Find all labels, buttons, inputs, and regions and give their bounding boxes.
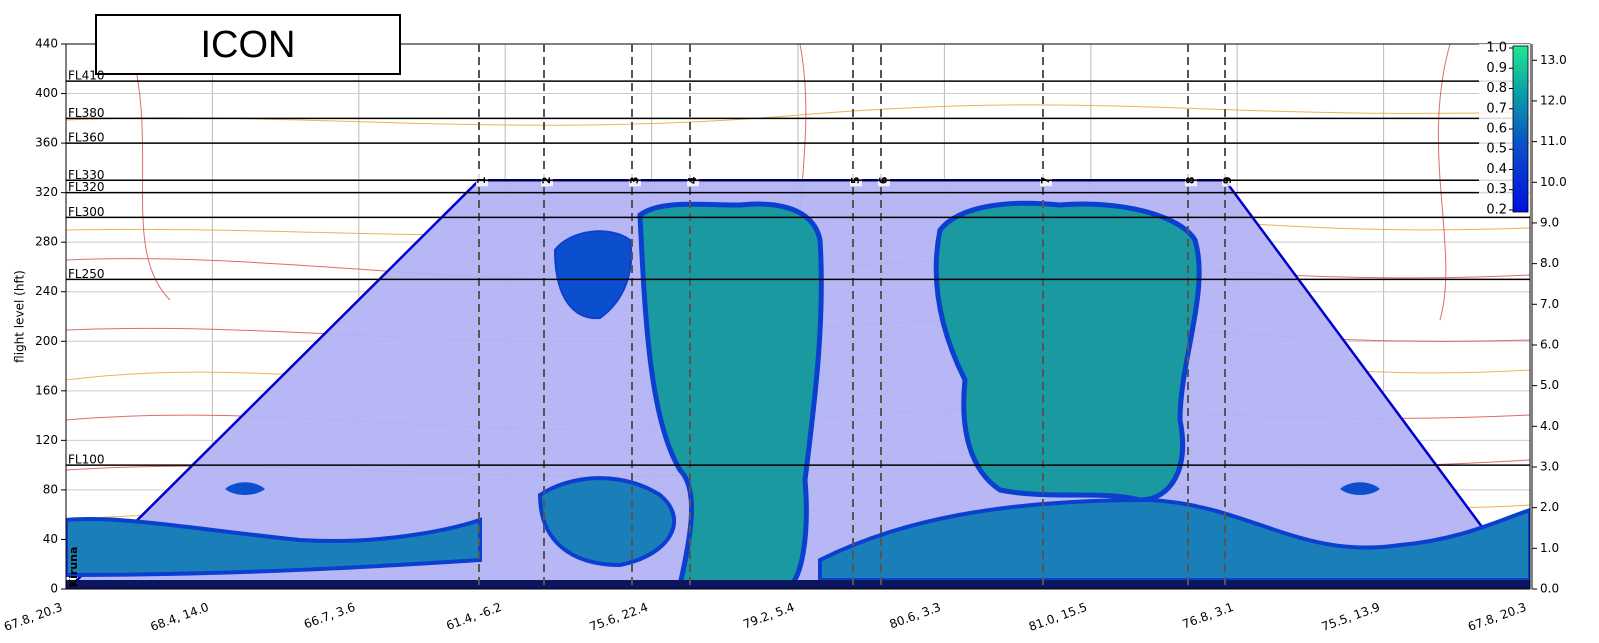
flight-level-label: FL320 bbox=[68, 180, 105, 194]
x-tick-label: 66.7, 3.6 bbox=[302, 600, 357, 631]
y2-tick-label: 5.0 bbox=[1540, 378, 1559, 392]
x-tick-label: 79.2, 5.4 bbox=[741, 600, 796, 631]
flight-level-label: FL100 bbox=[68, 453, 105, 467]
y-tick-label: 320 bbox=[35, 185, 58, 199]
colorbar-tick-label: 0.2 bbox=[1486, 202, 1507, 217]
colorbar-tick-label: 0.9 bbox=[1486, 61, 1507, 76]
flight-level-label: FL250 bbox=[68, 267, 105, 281]
y2-tick-label: 9.0 bbox=[1540, 215, 1559, 229]
y2-tick-label: 12.0 bbox=[1540, 93, 1567, 107]
y-tick-label: 120 bbox=[35, 433, 58, 447]
x-tick-label: 67.8, 20.3 bbox=[1466, 600, 1528, 634]
x-tick-label: 61.4, -6.2 bbox=[444, 600, 503, 633]
waypoint-label-bg bbox=[1185, 172, 1197, 187]
colorbar-tick-label: 0.3 bbox=[1486, 182, 1507, 197]
colorbar-tick-label: 0.7 bbox=[1486, 101, 1507, 116]
y-tick-label: 400 bbox=[35, 86, 58, 100]
x-tick-label: 80.6, 3.3 bbox=[888, 600, 943, 631]
y2-tick-label: 6.0 bbox=[1540, 337, 1559, 351]
origin-label: Kiruna bbox=[67, 547, 80, 588]
flight-level-label: FL360 bbox=[68, 131, 105, 145]
colorbar-tick-label: 0.6 bbox=[1486, 122, 1507, 137]
waypoint-label-bg bbox=[1222, 172, 1234, 187]
y-tick-label: 360 bbox=[35, 136, 58, 150]
y2-tick-label: 8.0 bbox=[1540, 256, 1559, 270]
x-tick-label: 68.4, 14.0 bbox=[148, 600, 210, 634]
x-tick-label: 67.8, 20.3 bbox=[2, 600, 64, 634]
y2-tick-label: 10.0 bbox=[1540, 175, 1567, 189]
x-tick-label: 75.5, 13.9 bbox=[1320, 600, 1382, 634]
y-tick-label: 160 bbox=[35, 383, 58, 397]
colorbar-tick-label: 0.4 bbox=[1486, 162, 1507, 177]
y2-tick-label: 1.0 bbox=[1540, 541, 1559, 555]
y-tick-label: 40 bbox=[43, 532, 58, 546]
waypoint-label-bg bbox=[687, 172, 699, 187]
clouds bbox=[66, 200, 1530, 589]
flight-level-label: FL380 bbox=[68, 106, 105, 120]
y2-tick-label: 11.0 bbox=[1540, 134, 1567, 148]
y-tick-label: 440 bbox=[35, 37, 58, 51]
x-tick-label: 76.8, 3.1 bbox=[1180, 600, 1235, 631]
y2-tick-label: 3.0 bbox=[1540, 459, 1559, 473]
y2-tick-label: 2.0 bbox=[1540, 500, 1559, 514]
colorbar-tick-label: 0.5 bbox=[1486, 142, 1507, 157]
flight-level-label: FL300 bbox=[68, 205, 105, 219]
colorbar-tick-label: 1.0 bbox=[1486, 41, 1507, 56]
y2-tick-label: 13.0 bbox=[1540, 53, 1567, 67]
y2-tick-label: 4.0 bbox=[1540, 419, 1559, 433]
waypoint-label-bg bbox=[476, 172, 488, 187]
y2-tick-label: 0.0 bbox=[1540, 582, 1559, 596]
waypoint-label-bg bbox=[1040, 172, 1052, 187]
y-tick-label: 0 bbox=[50, 582, 58, 596]
flight-level-label: FL330 bbox=[68, 168, 105, 182]
waypoint-label-bg bbox=[629, 172, 641, 187]
colorbar bbox=[1512, 45, 1529, 213]
waypoint-label-bg bbox=[541, 172, 553, 187]
x-tick-label: 75.6, 22.4 bbox=[588, 600, 650, 634]
y-tick-label: 240 bbox=[35, 284, 58, 298]
flight-level-label: FL410 bbox=[68, 69, 105, 83]
title-box: ICON bbox=[95, 14, 401, 75]
y-tick-label: 200 bbox=[35, 334, 58, 348]
plot-frame bbox=[65, 43, 1531, 590]
waypoint-label-bg bbox=[850, 172, 862, 187]
x-tick-label: 81.0, 15.5 bbox=[1027, 600, 1089, 634]
chart-title: ICON bbox=[201, 24, 296, 66]
y-tick-label: 280 bbox=[35, 235, 58, 249]
y-tick-label: 80 bbox=[43, 482, 58, 496]
y2-tick-label: 7.0 bbox=[1540, 297, 1559, 311]
colorbar-tick-label: 0.8 bbox=[1486, 81, 1507, 96]
y-axis-label: flight level (hft) bbox=[13, 270, 27, 363]
waypoint-label-bg bbox=[878, 172, 890, 187]
